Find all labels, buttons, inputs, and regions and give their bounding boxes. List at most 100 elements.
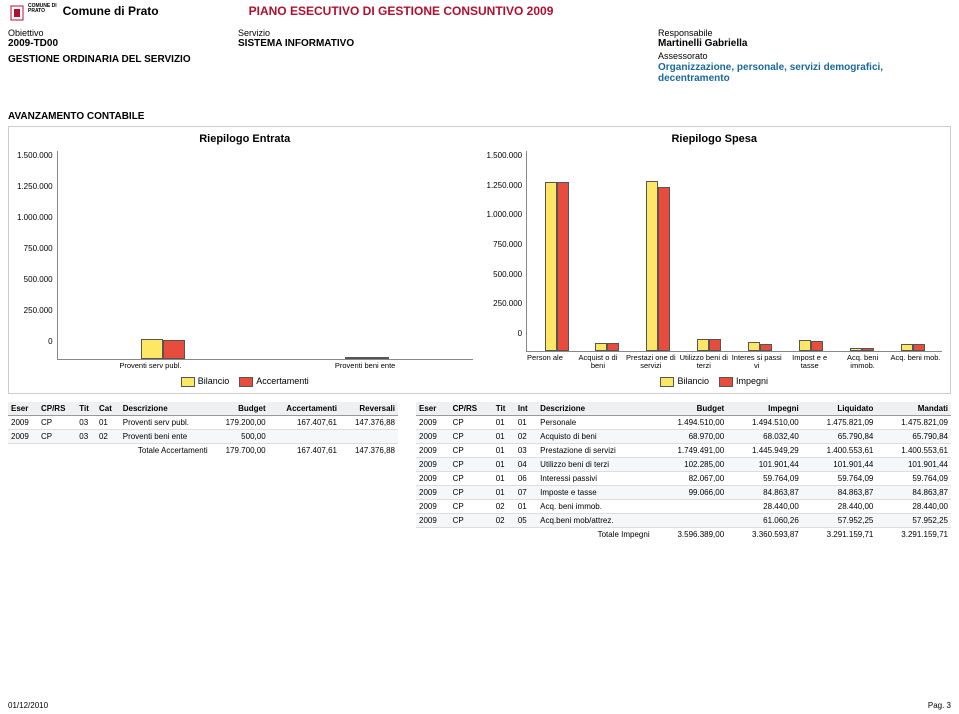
table-cell: 01 <box>493 472 515 486</box>
chart-entrata-plot <box>57 151 473 360</box>
footer-page: Pag. 3 <box>928 701 951 710</box>
chart-spesa: Riepilogo Spesa 1.500.0001.250.0001.000.… <box>483 131 947 389</box>
x-label: Person ale <box>519 354 572 371</box>
table-total-label: Totale Accertamenti <box>8 444 211 458</box>
table-header: Budget <box>653 402 728 416</box>
bar-group <box>345 357 389 359</box>
responsabile-value: Martinelli Gabriella <box>658 38 918 49</box>
legend-item: Accertamenti <box>239 376 309 387</box>
table-total-cell: 167.407,61 <box>269 444 340 458</box>
table-cell: 01 <box>515 416 537 430</box>
y-tick: 1.250.000 <box>17 182 53 191</box>
table-cell: Proventi beni ente <box>120 430 211 444</box>
table-cell: 2009 <box>416 472 450 486</box>
table-cell: 59.764,09 <box>876 472 951 486</box>
table-header: Int <box>515 402 537 416</box>
table-cell: 2009 <box>416 416 450 430</box>
table-cell: 02 <box>493 500 515 514</box>
table-header: CP/RS <box>450 402 493 416</box>
bar-series2 <box>913 344 925 351</box>
y-tick: 1.500.000 <box>487 151 523 160</box>
table-entrata: EserCP/RSTitCatDescrizioneBudgetAccertam… <box>8 402 398 541</box>
table-row: 2009CP0102Acquisto di beni68.970,0068.03… <box>416 430 951 444</box>
bar-bilancio <box>595 343 607 351</box>
bar-series2 <box>760 344 772 351</box>
x-label: Proventi beni ente <box>258 362 473 370</box>
table-cell: 02 <box>493 514 515 528</box>
table-cell: 68.970,00 <box>653 430 728 444</box>
table-cell: CP <box>450 472 493 486</box>
x-label: Acq. beni mob. <box>889 354 942 371</box>
x-label: Acquist o di beni <box>571 354 624 371</box>
table-header: Impegni <box>727 402 802 416</box>
legend-label: Bilancio <box>677 376 709 386</box>
chart-entrata-yaxis: 1.500.0001.250.0001.000.000750.000500.00… <box>17 151 57 360</box>
servizio-label: Servizio <box>238 28 658 38</box>
bar-bilancio <box>748 342 760 351</box>
table-header: Eser <box>8 402 38 416</box>
obiettivo-value: 2009-TD00 <box>8 38 238 49</box>
table-cell: 01 <box>493 458 515 472</box>
table-total-cell: 179.700,00 <box>211 444 269 458</box>
table-cell: CP <box>450 416 493 430</box>
table-row: 2009CP0103Prestazione di servizi1.749.49… <box>416 444 951 458</box>
table-header: Tit <box>76 402 96 416</box>
table-cell: Personale <box>537 416 652 430</box>
table-cell: 57.952,25 <box>876 514 951 528</box>
table-row: 2009CP0104Utilizzo beni di terzi102.285,… <box>416 458 951 472</box>
table-header: Reversali <box>340 402 398 416</box>
y-tick: 250.000 <box>493 299 522 308</box>
table-spesa: EserCP/RSTitIntDescrizioneBudgetImpegniL… <box>416 402 951 541</box>
table-header: Descrizione <box>537 402 652 416</box>
bar-group <box>748 342 772 351</box>
table-row: 2009CP0205Acq.beni mob/attrez.61.060,265… <box>416 514 951 528</box>
table-cell: Acquisto di beni <box>537 430 652 444</box>
table-cell: 28.440,00 <box>727 500 802 514</box>
piano-title: PIANO ESECUTIVO DI GESTIONE CONSUNTIVO 2… <box>249 4 554 18</box>
table-cell: 61.060,26 <box>727 514 802 528</box>
table-header: Eser <box>416 402 450 416</box>
legend-item: Bilancio <box>181 376 230 387</box>
meta-servizio: Servizio SISTEMA INFORMATIVO <box>238 28 658 84</box>
charts-container: Riepilogo Entrata 1.500.0001.250.0001.00… <box>8 126 951 394</box>
table-cell: CP <box>38 430 76 444</box>
legend-item: Impegni <box>719 376 768 387</box>
bar-bilancio <box>646 181 658 351</box>
table-cell: 84.863,87 <box>876 486 951 500</box>
x-label: Proventi serv publ. <box>43 362 258 370</box>
bar-group <box>850 348 874 351</box>
meta-assessorato: Assessorato Organizzazione, personale, s… <box>658 51 918 84</box>
x-label: Prestazi one di servizi <box>624 354 677 371</box>
table-cell: 1.494.510,00 <box>727 416 802 430</box>
table-cell: 57.952,25 <box>802 514 877 528</box>
y-tick: 0 <box>48 337 52 346</box>
table-cell: Utilizzo beni di terzi <box>537 458 652 472</box>
bar-series2 <box>862 348 874 351</box>
bar-bilancio <box>697 339 709 351</box>
table-cell: 02 <box>515 430 537 444</box>
table-cell: 1.475.821,09 <box>876 416 951 430</box>
legend-label: Accertamenti <box>256 376 309 386</box>
y-tick: 1.250.000 <box>487 181 523 190</box>
table-header: Budget <box>211 402 269 416</box>
table-total-cell: 3.360.593,87 <box>727 528 802 542</box>
table-cell: 1.445.949,29 <box>727 444 802 458</box>
chart-entrata-xlabels: Proventi serv publ.Proventi beni ente <box>13 360 477 370</box>
y-tick: 1.000.000 <box>487 210 523 219</box>
y-tick: 500.000 <box>493 270 522 279</box>
bar-series2 <box>607 343 619 351</box>
table-header: CP/RS <box>38 402 76 416</box>
avanzamento-title: AVANZAMENTO CONTABILE <box>0 101 959 124</box>
assessorato-value: Organizzazione, personale, servizi demog… <box>658 62 883 84</box>
bar-group <box>799 340 823 351</box>
table-cell: 84.863,87 <box>727 486 802 500</box>
header-top: COMUNE DI PRATO Comune di Prato PIANO ES… <box>0 0 959 22</box>
footer: 01/12/2010 Pag. 3 <box>8 701 951 710</box>
chart-spesa-body: 1.500.0001.250.0001.000.000750.000500.00… <box>483 151 947 352</box>
x-label: Interes si passi vi <box>730 354 783 371</box>
table-cell: 167.407,61 <box>269 416 340 430</box>
table-cell: 06 <box>515 472 537 486</box>
comune-title: Comune di Prato <box>63 4 159 18</box>
table-cell: 59.764,09 <box>802 472 877 486</box>
legend-item: Bilancio <box>660 376 709 387</box>
